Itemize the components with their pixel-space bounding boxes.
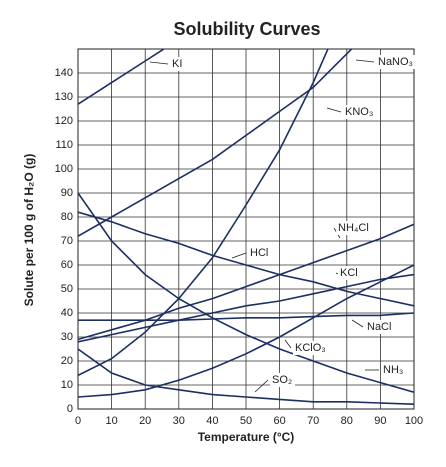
label-leader bbox=[254, 379, 269, 393]
label-bg bbox=[336, 221, 375, 235]
x-tick-label: 20 bbox=[139, 415, 151, 427]
plot-frame bbox=[77, 48, 415, 410]
y-tick-label: 120 bbox=[55, 115, 73, 127]
series-line bbox=[78, 312, 414, 321]
series-line bbox=[78, 223, 414, 341]
label-leader bbox=[355, 59, 375, 63]
y-tick-label: 70 bbox=[61, 235, 73, 247]
label-bg bbox=[170, 57, 188, 71]
series-label: NaCl bbox=[367, 321, 391, 333]
y-tick-label: 50 bbox=[61, 283, 73, 295]
y-tick-label: 100 bbox=[55, 163, 73, 175]
label-leader bbox=[149, 61, 169, 65]
series-label: KI bbox=[172, 58, 182, 70]
series-line bbox=[78, 49, 329, 377]
series-label: KNO₃ bbox=[345, 106, 373, 118]
x-tick-label: 50 bbox=[240, 415, 252, 427]
plot-lines bbox=[78, 49, 414, 405]
label-bg bbox=[343, 105, 375, 119]
label-bg bbox=[248, 246, 273, 260]
y-tick-label: 20 bbox=[61, 355, 73, 367]
label-leader bbox=[284, 339, 292, 349]
chart-title: Solubility Curves bbox=[173, 19, 320, 39]
series-label: NH₄Cl bbox=[338, 222, 369, 234]
series-line bbox=[78, 49, 353, 237]
y-tick-label: 140 bbox=[55, 67, 73, 79]
y-tick-label: 10 bbox=[61, 379, 73, 391]
label-bg bbox=[365, 320, 397, 334]
y-tick-label: 130 bbox=[55, 91, 73, 103]
series-label: KCl bbox=[340, 267, 358, 279]
x-tick-label: 100 bbox=[405, 415, 423, 427]
series-label: NaNO₃ bbox=[378, 56, 413, 68]
label-bg bbox=[376, 55, 415, 69]
y-tick-label: 0 bbox=[67, 403, 73, 415]
y-tick-label: 60 bbox=[61, 259, 73, 271]
y-axis-label: Solute per 100 g of H₂O (g) bbox=[22, 154, 36, 307]
label-bg bbox=[293, 341, 332, 355]
y-tick-label: 90 bbox=[61, 187, 73, 199]
label-leader bbox=[326, 107, 342, 113]
series-label: SO₂ bbox=[272, 374, 292, 386]
y-tick-label: 80 bbox=[61, 211, 73, 223]
x-tick-label: 80 bbox=[341, 415, 353, 427]
series-label: HCl bbox=[250, 247, 268, 259]
label-leader bbox=[351, 319, 364, 328]
y-tick-label: 30 bbox=[61, 331, 73, 343]
x-tick-label: 30 bbox=[173, 415, 185, 427]
x-tick-label: 0 bbox=[75, 415, 81, 427]
series-line bbox=[78, 264, 414, 398]
y-tick-label: 110 bbox=[55, 139, 73, 151]
label-bg bbox=[338, 266, 363, 280]
x-tick-label: 60 bbox=[273, 415, 285, 427]
series-line bbox=[78, 192, 414, 393]
series-line bbox=[78, 348, 414, 405]
series-label: NH₃ bbox=[383, 364, 403, 376]
label-bg bbox=[270, 373, 295, 387]
series-line bbox=[78, 49, 166, 105]
label-bg bbox=[381, 363, 406, 377]
label-leader bbox=[231, 252, 247, 259]
x-tick-label: 10 bbox=[105, 415, 117, 427]
series-label: KClO₃ bbox=[295, 342, 326, 354]
y-tick-label: 40 bbox=[61, 307, 73, 319]
x-tick-label: 90 bbox=[374, 415, 386, 427]
x-tick-label: 70 bbox=[307, 415, 319, 427]
series-line bbox=[78, 273, 414, 343]
x-axis-label: Temperature (°C) bbox=[198, 430, 295, 444]
x-tick-label: 40 bbox=[206, 415, 218, 427]
